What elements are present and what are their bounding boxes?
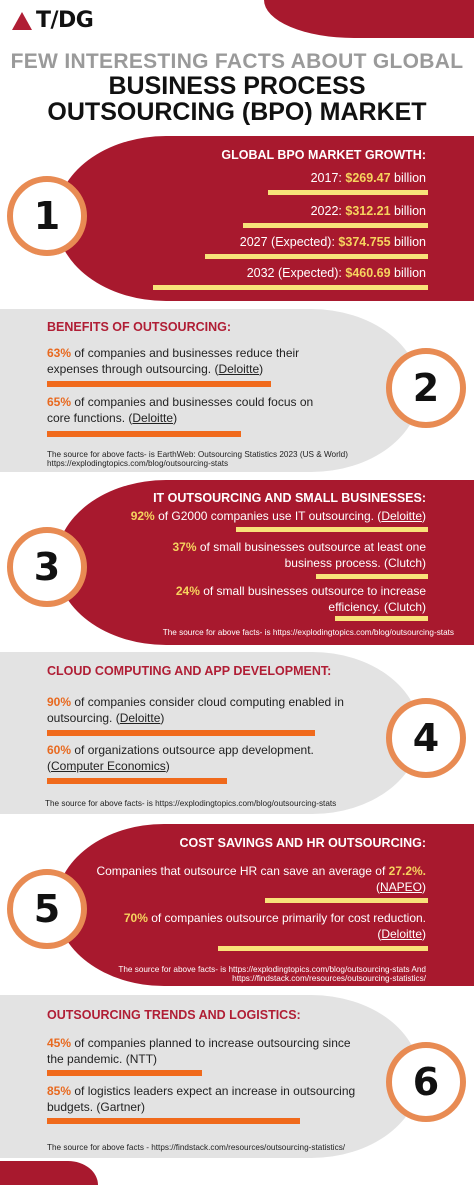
growth-row-2017: 2017: $269.47 billion [310, 171, 426, 185]
fact-45-bar [47, 1070, 202, 1076]
fact-65-bar [47, 431, 241, 437]
fact-37: 37% of small businesses outsource at lea… [172, 540, 427, 570]
section-6-source: The source for above facts - https://fin… [47, 1143, 346, 1152]
fact-85-bar [47, 1118, 300, 1124]
fact-70-bar [218, 946, 428, 951]
fact-85: 85% of logistics leaders expect an incre… [47, 1084, 356, 1114]
fact-90: 90% of companies consider cloud computin… [47, 695, 344, 725]
fact-24-bar [335, 616, 428, 621]
section-2-source: The source for above facts- is EarthWeb:… [47, 450, 348, 468]
fact-27-2-bar [265, 898, 428, 903]
header-red-corner [264, 0, 474, 38]
section-3-source: The source for above facts- is https://e… [162, 628, 454, 637]
fact-65: 65% of companies and businesses could fo… [47, 395, 314, 425]
section-2-panel [0, 309, 420, 472]
section-1-number: 1 [7, 176, 87, 256]
growth-bar-2032 [153, 285, 428, 290]
section-5-heading: COST SAVINGS AND HR OUTSOURCING: [179, 836, 426, 850]
logo-triangle-icon [12, 11, 32, 30]
section-6-number: 6 [386, 1042, 466, 1122]
growth-bar-2027 [205, 254, 428, 259]
fact-27-2: Companies that outsource HR can save an … [96, 864, 426, 894]
footer-red-block [0, 1161, 98, 1185]
fact-70: 70% of companies outsource primarily for… [123, 911, 426, 941]
section-4-number: 4 [386, 698, 466, 778]
top-bar: T/DG [0, 0, 474, 38]
section-1-panel [56, 136, 474, 301]
fact-92: 92% of G2000 companies use IT outsourcin… [130, 509, 426, 523]
section-2-heading: BENEFITS OF OUTSOURCING: [47, 320, 232, 334]
fact-37-bar [316, 574, 428, 579]
fact-63: 63% of companies and businesses reduce t… [47, 346, 300, 376]
fact-90-bar [47, 730, 315, 736]
section-3-heading: IT OUTSOURCING AND SMALL BUSINESSES: [153, 491, 426, 505]
section-2-number: 2 [386, 348, 466, 428]
logo-text: T/DG [36, 8, 94, 33]
fact-24: 24% of small businesses outsource to inc… [175, 584, 426, 614]
growth-row-2027: 2027 (Expected): $374.755 billion [239, 235, 426, 249]
growth-row-2022: 2022: $312.21 billion [310, 204, 426, 218]
title-line-1: FEW INTERESTING FACTS ABOUT GLOBAL [10, 50, 464, 73]
section-5-panel [56, 824, 474, 986]
fact-92-bar [236, 527, 428, 532]
growth-row-2032: 2032 (Expected): $460.69 billion [246, 266, 426, 280]
fact-60: 60% of organizations outsource app devel… [47, 743, 314, 773]
section-6-heading: OUTSOURCING TRENDS AND LOGISTICS: [47, 1008, 301, 1022]
section-6-panel [0, 995, 420, 1158]
section-1-heading: GLOBAL BPO MARKET GROWTH: [221, 148, 426, 162]
section-5-source: The source for above facts- is https://e… [118, 965, 426, 983]
growth-bar-2017 [268, 190, 428, 195]
fact-45: 45% of companies planned to increase out… [47, 1036, 351, 1066]
growth-bar-2022 [243, 223, 428, 228]
logo: T/DG [12, 8, 94, 33]
title-line-2: BUSINESS PROCESS [108, 72, 366, 100]
title-line-3: OUTSOURCING (BPO) MARKET [47, 98, 427, 126]
fact-60-bar [47, 778, 227, 784]
section-4-source: The source for above facts- is https://e… [45, 799, 337, 808]
section-3-number: 3 [7, 527, 87, 607]
section-5-number: 5 [7, 869, 87, 949]
section-4-heading: CLOUD COMPUTING AND APP DEVELOPMENT: [47, 664, 332, 678]
page-title: BUSINESS PROCESS OUTSOURCING (BPO) MARKE… [0, 73, 474, 125]
fact-63-bar [47, 381, 271, 387]
